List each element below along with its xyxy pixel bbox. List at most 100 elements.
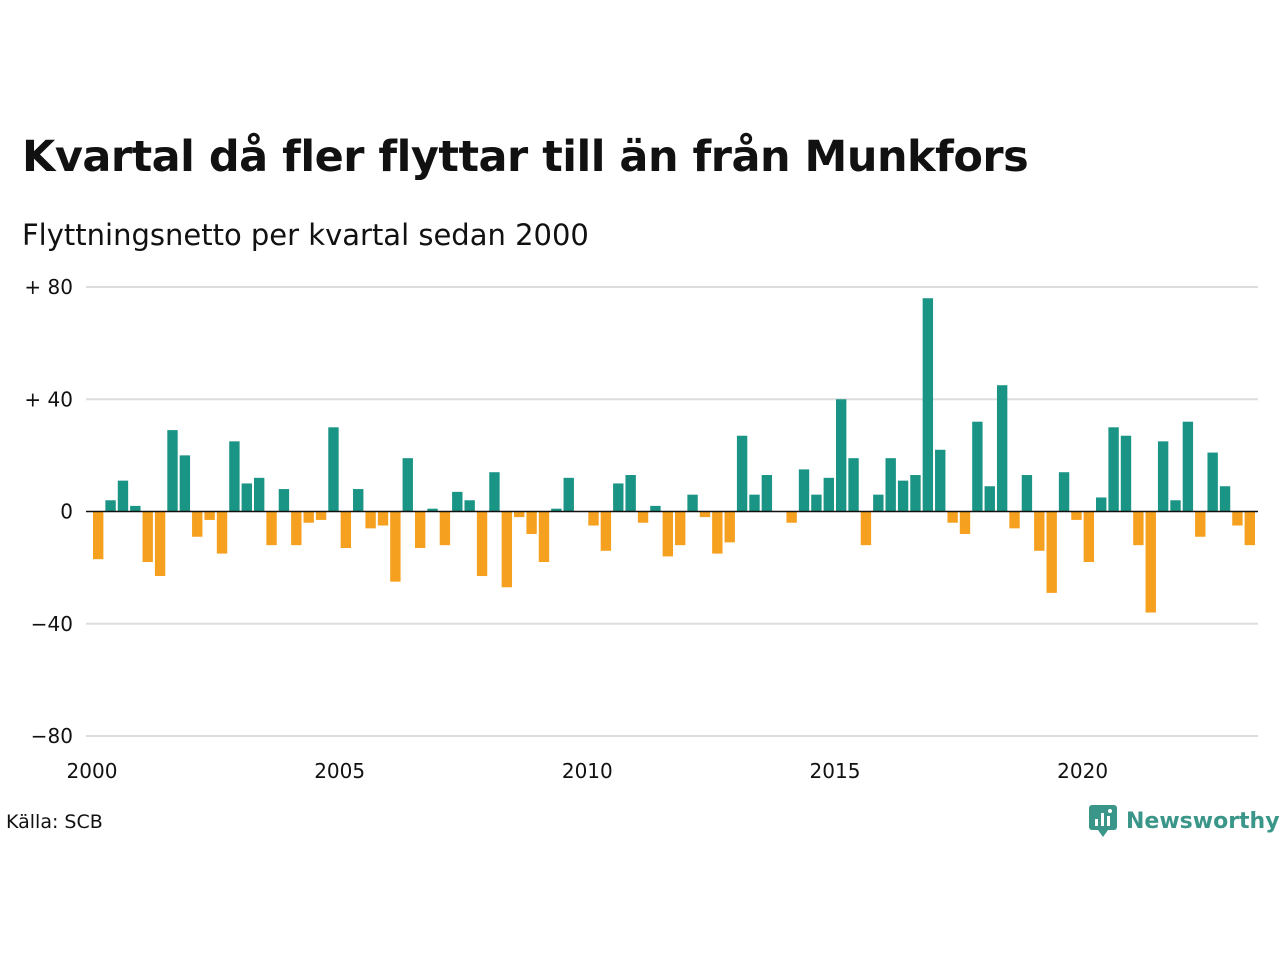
bar <box>551 508 562 512</box>
bar <box>749 494 760 512</box>
bar <box>1244 511 1255 546</box>
bar <box>947 511 958 523</box>
bar <box>712 511 723 554</box>
bar <box>105 500 116 512</box>
newsworthy-logo-icon <box>1089 805 1117 837</box>
bar <box>972 421 983 512</box>
bar <box>1120 435 1132 512</box>
bar <box>117 480 129 512</box>
bar <box>848 458 859 512</box>
bar <box>699 511 711 518</box>
bar <box>1108 427 1119 512</box>
bar <box>1207 452 1218 512</box>
bar <box>786 511 797 523</box>
chart-subtitle: Flyttningsnetto per kvartal sedan 2000 <box>22 218 589 252</box>
bar <box>192 511 203 537</box>
bar <box>130 505 141 512</box>
bar <box>984 486 995 512</box>
bar <box>736 435 748 512</box>
bar <box>476 511 488 577</box>
bar <box>1096 497 1107 512</box>
bar <box>662 511 673 557</box>
bar <box>414 511 426 548</box>
bar <box>1182 421 1194 512</box>
brand-logo[interactable]: Newsworthy <box>1088 804 1280 838</box>
y-tick-label: −80 <box>31 724 73 748</box>
bar <box>439 511 451 546</box>
bar <box>687 494 698 512</box>
bar <box>761 475 773 512</box>
bar <box>625 475 636 512</box>
bar <box>1058 472 1070 512</box>
bar <box>588 511 599 526</box>
bar <box>563 477 574 512</box>
bar <box>291 511 302 546</box>
y-tick-label: 0 <box>60 500 73 524</box>
bar <box>328 427 339 512</box>
bar <box>253 477 265 512</box>
bar <box>377 511 389 526</box>
chart-title: Kvartal då fler flyttar till än från Mun… <box>22 132 1029 182</box>
bar <box>823 477 834 512</box>
bar <box>353 489 364 512</box>
bar <box>241 483 252 512</box>
x-tick-label: 2000 <box>67 759 118 783</box>
y-tick-label: −40 <box>31 612 73 636</box>
bar <box>365 511 376 529</box>
bars <box>93 298 1255 613</box>
bar <box>996 385 1008 512</box>
bar <box>278 489 290 512</box>
bar <box>1071 511 1082 520</box>
bar <box>1021 475 1033 512</box>
bar <box>885 458 896 512</box>
bar <box>538 511 550 563</box>
bar <box>1133 511 1144 546</box>
x-tick-label: 2015 <box>810 759 861 783</box>
bar <box>637 511 649 523</box>
bar <box>452 491 463 512</box>
bar <box>1157 441 1169 512</box>
gridlines <box>86 286 1258 737</box>
bar <box>935 449 946 512</box>
source-note: Källa: SCB <box>6 811 103 833</box>
bar <box>724 511 735 543</box>
bar <box>402 458 413 512</box>
bar <box>811 494 822 512</box>
bar <box>427 508 438 512</box>
bar <box>179 455 191 512</box>
bar <box>873 494 884 512</box>
bar <box>514 511 525 518</box>
bar <box>167 430 178 512</box>
bar <box>897 480 909 512</box>
bar <box>1170 500 1181 512</box>
bar <box>93 511 104 560</box>
y-axis-labels: + 80 + 40 0 −40 −80 <box>24 275 73 748</box>
bar <box>860 511 872 546</box>
bar <box>142 511 153 563</box>
y-tick-label: + 80 <box>24 275 73 299</box>
bar <box>835 399 847 512</box>
bar <box>303 511 314 523</box>
brand-name: Newsworthy <box>1126 808 1280 834</box>
bar <box>501 511 513 588</box>
x-tick-label: 2020 <box>1057 759 1108 783</box>
bar <box>600 511 612 551</box>
y-tick-label: + 40 <box>24 387 73 411</box>
bar <box>390 511 401 582</box>
bar <box>526 511 537 534</box>
bar <box>229 441 240 512</box>
bar <box>464 500 475 512</box>
bar <box>613 483 624 512</box>
bar <box>1083 511 1095 563</box>
bar <box>1195 511 1206 537</box>
bar <box>798 469 810 512</box>
bar <box>1009 511 1020 529</box>
bar <box>216 511 228 554</box>
bar <box>910 475 921 512</box>
bar <box>1046 511 1057 593</box>
bar <box>1145 511 1156 613</box>
bar <box>340 511 352 548</box>
x-tick-label: 2005 <box>314 759 365 783</box>
bar <box>315 511 327 520</box>
bar <box>154 511 166 577</box>
